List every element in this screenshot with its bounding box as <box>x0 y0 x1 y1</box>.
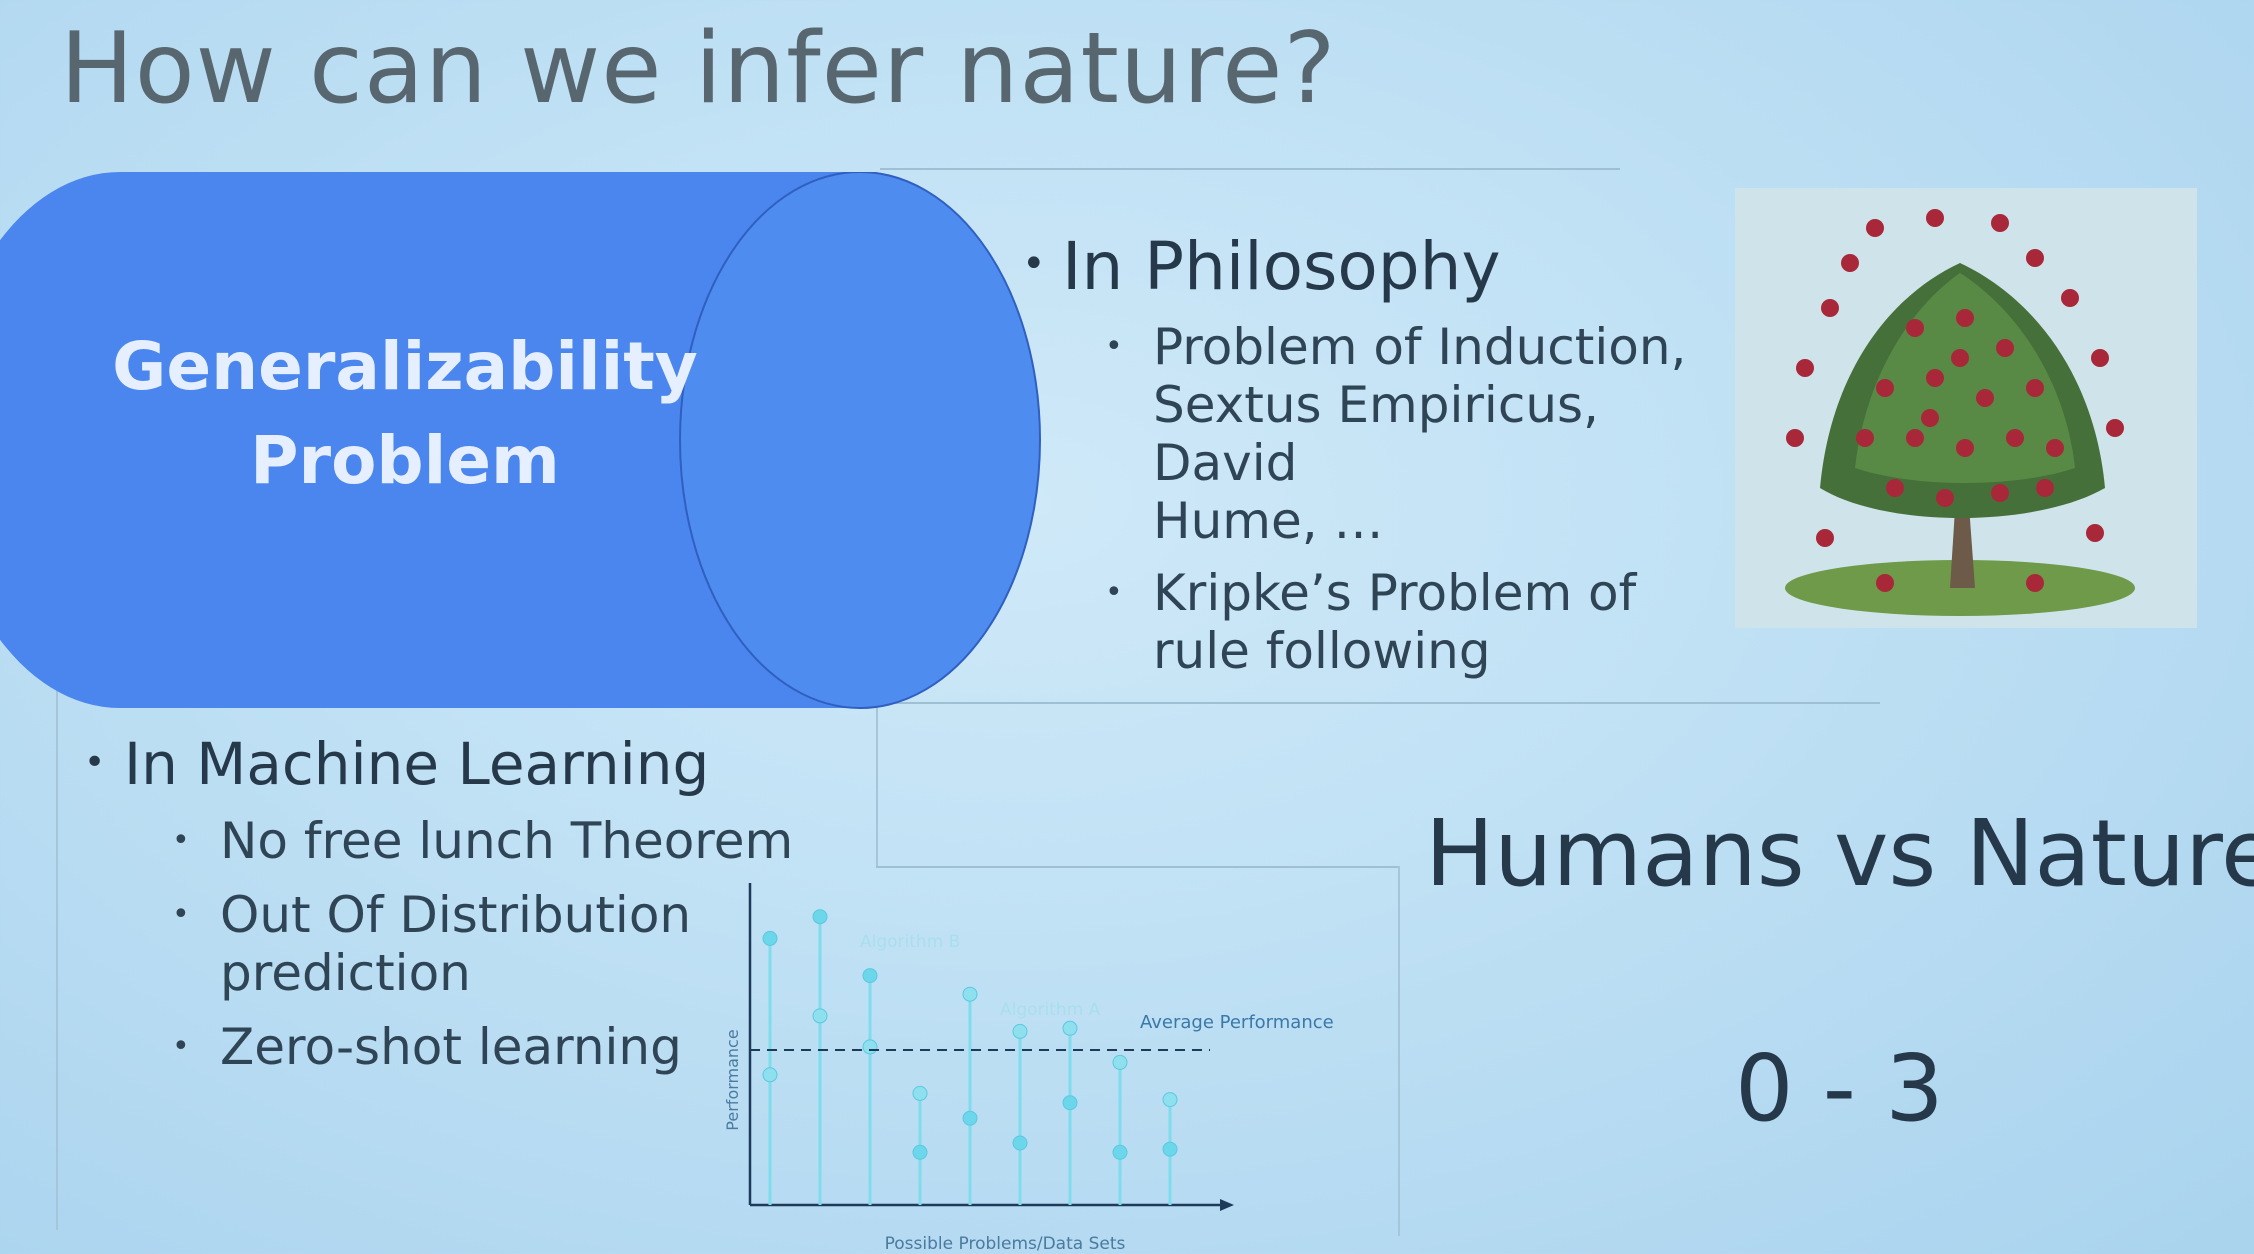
apple-icon <box>1886 479 1904 497</box>
apple-icon <box>2026 574 2044 592</box>
apple-icon <box>1906 429 1924 447</box>
ml-heading: • In Machine Learning <box>84 730 710 798</box>
apple-icon <box>2046 439 2064 457</box>
apple-icon <box>1991 214 2009 232</box>
cylinder-label-line2: Problem <box>250 422 560 499</box>
apple-icon <box>1786 429 1804 447</box>
humans-vs-nature-heading: Humans vs Nature <box>1425 800 2254 907</box>
data-point-algorithm-a <box>1012 1135 1028 1151</box>
x-axis-arrow <box>1220 1199 1234 1211</box>
apple-icon <box>1796 359 1814 377</box>
data-point-algorithm-b <box>1112 1054 1128 1070</box>
data-point-algorithm-a <box>1162 1141 1178 1157</box>
data-point-algorithm-b <box>862 1039 878 1055</box>
data-point-algorithm-a <box>912 1144 928 1160</box>
apple-icon <box>1876 379 1894 397</box>
performance-chart: Performance Possible Problems/Data Sets Al… <box>723 883 1334 1254</box>
apple-icon <box>2006 429 2024 447</box>
data-point-algorithm-a <box>1062 1095 1078 1111</box>
middle-divider <box>880 702 1880 704</box>
data-point-algorithm-b <box>762 1067 778 1083</box>
cylinder-shape <box>0 172 1041 709</box>
apple-icon <box>2036 479 2054 497</box>
data-point-algorithm-a <box>762 930 778 946</box>
data-point-algorithm-a <box>812 909 828 925</box>
philosophy-heading: • In Philosophy <box>1022 228 1501 305</box>
apple-icon <box>2026 379 2044 397</box>
apple-icon <box>1821 299 1839 317</box>
x-axis-label: Possible Problems/Data Sets <box>885 1234 1126 1254</box>
chart-frame-top <box>876 866 1400 868</box>
apple-icon <box>2106 419 2124 437</box>
inner-frame-line <box>876 702 878 867</box>
ml-item-ood: • Out Of Distribution prediction <box>172 886 692 1002</box>
y-axis-label: Performance <box>723 1029 742 1130</box>
top-divider <box>880 168 1620 170</box>
apple-icon <box>1996 339 2014 357</box>
data-point-algorithm-b <box>1062 1020 1078 1036</box>
apple-icon <box>2061 289 2079 307</box>
apple-tree-illustration-icon <box>1735 188 2197 628</box>
annotation-algorithm-b: Algorithm B <box>860 932 960 952</box>
data-point-algorithm-b <box>962 986 978 1002</box>
apple-icon <box>1991 484 2009 502</box>
ml-list: • No free lunch Theorem • Out Of Distrib… <box>172 812 812 1092</box>
score-text: 0 - 3 <box>1735 1035 1944 1142</box>
cylinder-label-line1: Generalizability <box>112 328 698 405</box>
apple-icon <box>1876 574 1894 592</box>
apple-icon <box>1956 439 1974 457</box>
apple-icon <box>1926 369 1944 387</box>
ml-item-no-free-lunch: • No free lunch Theorem <box>172 812 794 870</box>
apple-icon <box>1921 409 1939 427</box>
apple-icon <box>1926 209 1944 227</box>
apple-icon <box>1841 254 1859 272</box>
annotation-average-performance: Average Performance <box>1140 1012 1334 1033</box>
apple-icon <box>1906 319 1924 337</box>
data-point-algorithm-b <box>1162 1092 1178 1108</box>
apple-icon <box>2091 349 2109 367</box>
cylinder-label: Generalizability Problem <box>100 320 710 508</box>
philosophy-item-induction: • Problem of Induction, Sextus Empiricus… <box>1105 318 1687 550</box>
apple-icon <box>2086 524 2104 542</box>
apple-icon <box>1936 489 1954 507</box>
left-frame-line <box>56 690 58 1230</box>
apple-icon <box>1856 429 1874 447</box>
philosophy-list: • Problem of Induction, Sextus Empiricus… <box>1105 318 1745 694</box>
slide-title: How can we infer nature? <box>60 12 1337 126</box>
data-point-algorithm-b <box>812 1008 828 1024</box>
data-point-algorithm-a <box>1112 1144 1128 1160</box>
data-point-algorithm-a <box>862 968 878 984</box>
chart-frame-right <box>1398 866 1400 1236</box>
apple-icon <box>1976 389 1994 407</box>
annotation-algorithm-a: Algorithm A <box>1000 1000 1101 1020</box>
apple-icon <box>1816 529 1834 547</box>
data-point-algorithm-b <box>1012 1023 1028 1039</box>
apple-icon <box>1956 309 1974 327</box>
apple-icon <box>1866 219 1884 237</box>
data-point-algorithm-b <box>912 1085 928 1101</box>
data-point-algorithm-a <box>962 1110 978 1126</box>
apple-icon <box>2026 249 2044 267</box>
philosophy-item-kripke: • Kripke’s Problem of rule following <box>1105 564 1637 680</box>
apple-icon <box>1951 349 1969 367</box>
ml-item-zero-shot: • Zero-shot learning <box>172 1018 682 1076</box>
